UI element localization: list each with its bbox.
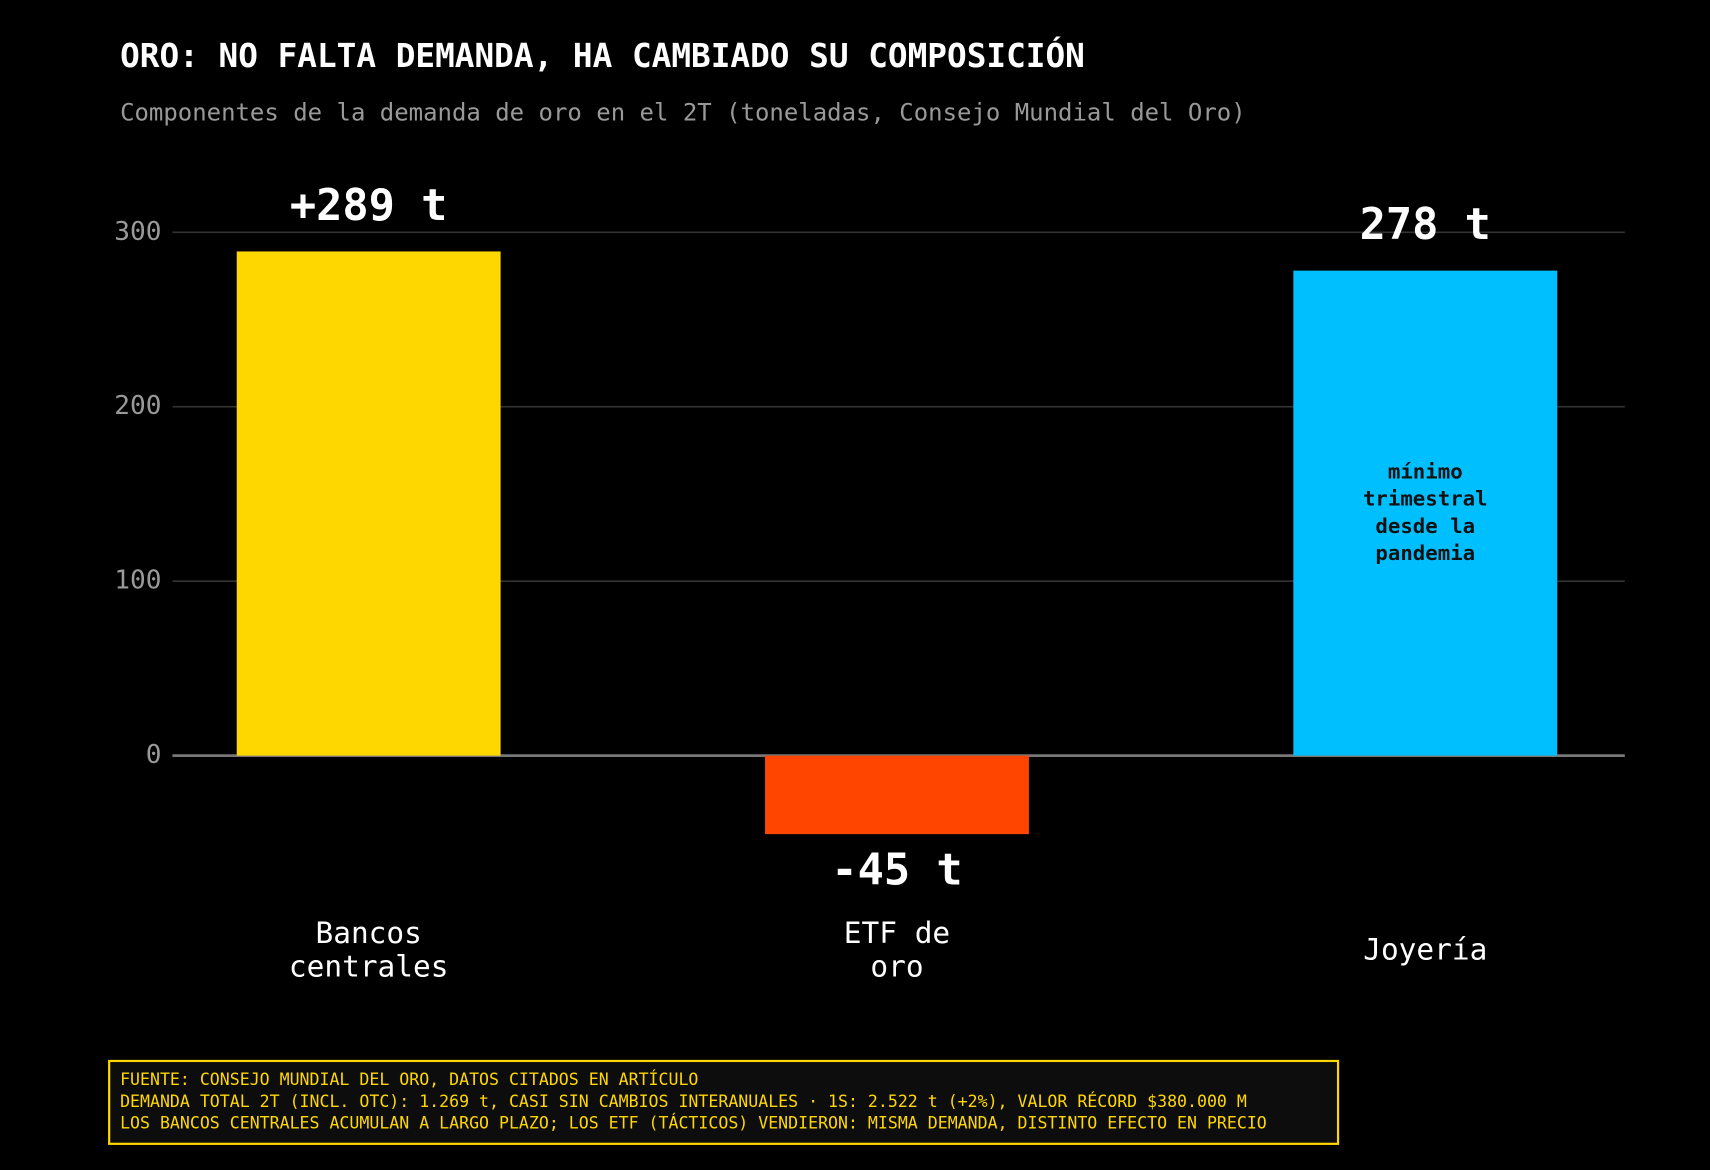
value-label: -45 t — [831, 845, 962, 895]
footer-box — [108, 1059, 1340, 1145]
bar — [765, 755, 1029, 835]
y-tick-label: 200 — [114, 391, 161, 421]
x-tick-label: Bancos centrales — [289, 915, 449, 983]
value-label: 278 t — [1360, 200, 1491, 250]
footer-line: FUENTE: CONSEJO MUNDIAL DEL ORO, DATOS C… — [120, 1070, 698, 1089]
value-label: +289 t — [290, 181, 448, 231]
chart-title: ORO: NO FALTA DEMANDA, HA CAMBIADO SU CO… — [120, 36, 1085, 75]
chart-subtitle: Componentes de la demanda de oro en el 2… — [120, 98, 1246, 126]
y-tick-label: 0 — [146, 740, 162, 770]
footer-line: DEMANDA TOTAL 2T (INCL. OTC): 1.269 t, C… — [120, 1092, 1247, 1111]
bar — [236, 251, 501, 756]
y-tick-label: 300 — [114, 217, 161, 247]
y-tick-label: 100 — [114, 566, 161, 596]
bar — [1293, 270, 1558, 756]
x-tick-label: ETF de oro — [844, 915, 950, 983]
x-tick-label: Joyería — [1363, 932, 1487, 966]
footer-line: LOS BANCOS CENTRALES ACUMULAN A LARGO PL… — [120, 1114, 1267, 1133]
bar-annotation: mínimo trimestral desde la pandemia — [1363, 459, 1488, 565]
